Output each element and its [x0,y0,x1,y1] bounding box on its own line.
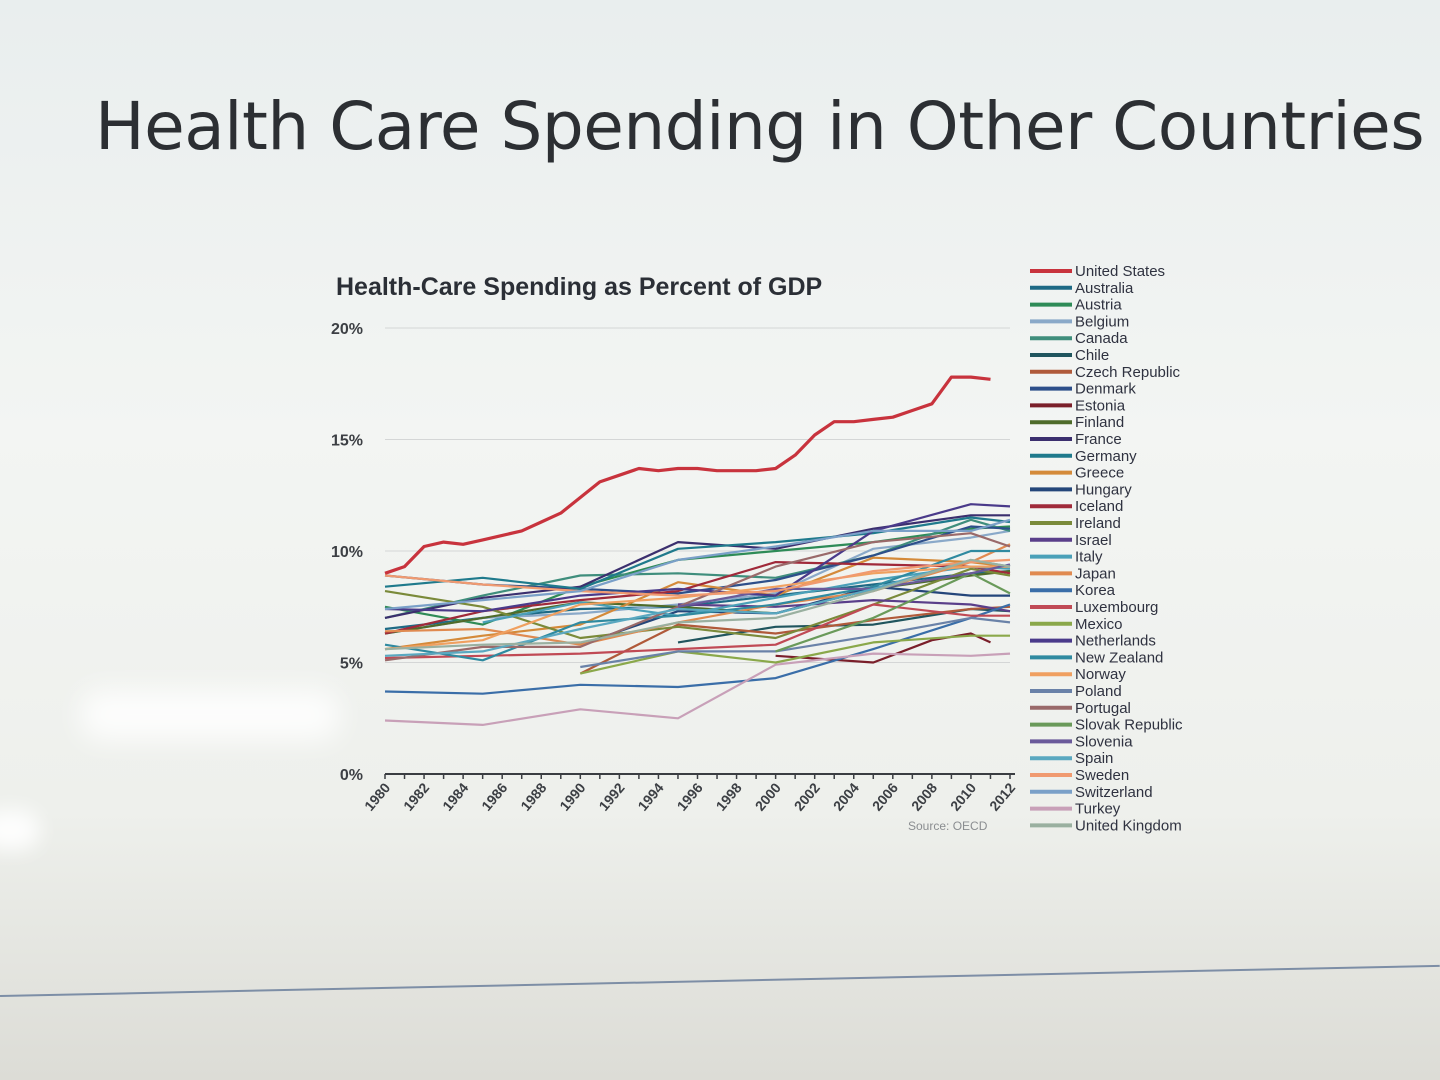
legend-label: Korea [1075,582,1116,599]
x-tick-label: 1980 [361,779,393,813]
legend-label: Australia [1075,280,1134,297]
legend-label: Iceland [1075,498,1123,515]
legend-label: United Kingdom [1075,817,1182,834]
legend-label: Canada [1075,330,1128,347]
y-tick-label: 10% [331,544,363,561]
legend-label: Japan [1075,565,1116,582]
legend-label: New Zealand [1075,649,1163,666]
legend-label: Germany [1075,448,1137,465]
x-tick-label: 1982 [400,779,432,813]
legend-label: Sweden [1075,767,1129,784]
legend-label: Czech Republic [1075,364,1181,381]
series-line-luxembourg [384,603,1010,660]
x-tick-label: 2006 [869,779,901,813]
series-line-slovak-republic [775,572,1011,653]
x-tick-label: 1988 [517,779,549,813]
y-axis: 0% 5% 10% 15% 20% [331,321,363,784]
x-tick-label: 2002 [791,779,823,813]
x-tick-label: 1998 [713,779,745,813]
y-tick-label: 5% [340,656,363,673]
legend-label: France [1075,431,1122,448]
x-tick-label: 2010 [947,779,979,813]
series-line-germany [384,516,1011,591]
y-tick-label: 0% [340,767,363,784]
legend-label: Mexico [1075,616,1123,633]
legend-label: United States [1075,263,1165,280]
legend-label: Netherlands [1075,633,1156,650]
chart-title: Health-Care Spending as Percent of GDP [336,273,822,301]
series-line-switzerland [384,518,1011,611]
series-line-turkey [384,652,1011,727]
x-tick-label: 2004 [830,779,862,813]
legend-label: Norway [1075,666,1126,683]
x-tick-label: 1992 [595,779,627,813]
x-tick-label: 1994 [634,779,666,813]
series-line-chile [677,607,1011,644]
screen-glare-left [0,810,40,850]
y-tick-label: 15% [331,433,363,450]
legend-label: Greece [1075,465,1124,482]
legend-label: Israel [1075,532,1112,549]
x-tick-label: 1984 [439,779,471,813]
x-tick-label: 2000 [752,779,784,813]
legend-label: Belgium [1075,313,1129,330]
legend-label: Denmark [1075,381,1136,398]
legend-label: Estonia [1075,397,1126,414]
legend-label: Poland [1075,683,1122,700]
series-line-united-kingdom [384,558,1011,651]
series-line-sweden [384,558,1011,597]
chart-grid [385,327,1010,663]
chart-legend: United StatesAustraliaAustriaBelgiumCana… [1030,263,1183,834]
source-note: Source: OECD [908,819,988,833]
slide-title: Health Care Spending in Other Countries [95,88,1425,165]
series-line-ireland [384,567,1011,640]
series-line-czech-republic [579,605,1011,675]
series-line-united-states [384,375,991,575]
series-line-israel [677,598,1011,613]
legend-label: Luxembourg [1075,599,1158,616]
legend-label: Austria [1075,297,1122,314]
series-line-poland [580,616,1011,669]
legend-label: Slovenia [1075,733,1133,750]
x-axis: 1980 1982 1984 1986 1988 1990 1992 1994 1996 1998… [361,773,1018,814]
series-line-korea [384,603,1011,695]
legend-label: Portugal [1075,700,1131,717]
x-tick-label: 2012 [986,779,1018,813]
legend-label: Switzerland [1075,784,1153,801]
x-tick-label: 2008 [908,779,940,813]
legend-label: Spain [1075,750,1113,767]
legend-label: Hungary [1075,481,1132,498]
legend-label: Chile [1075,347,1109,364]
x-tick-label: 1990 [556,779,588,813]
legend-label: Turkey [1075,801,1121,818]
legend-label: Finland [1075,414,1124,431]
series-line-estonia [775,632,991,664]
screen-glare [80,690,340,740]
plot-area [384,375,1011,727]
x-tick-label: 1986 [478,779,510,813]
legend-label: Ireland [1075,515,1121,532]
x-tick-label: 1996 [674,779,706,813]
legend-label: Slovak Republic [1075,717,1183,734]
legend-label: Italy [1075,549,1103,566]
y-tick-label: 20% [331,321,363,338]
